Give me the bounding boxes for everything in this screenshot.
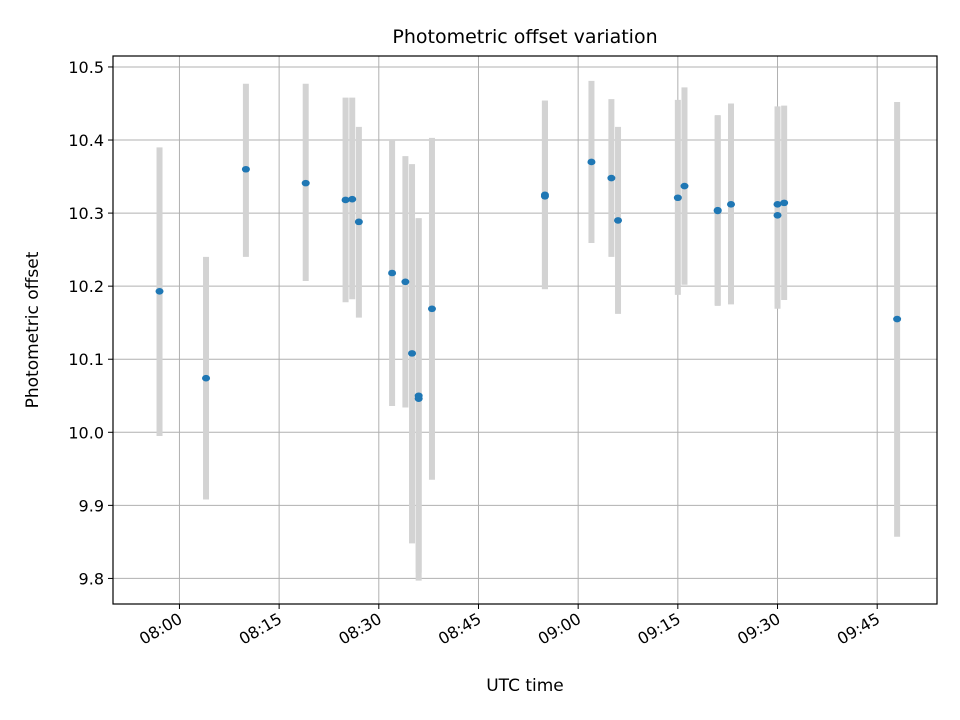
data-point [780,199,789,207]
y-tick-label: 10.0 [68,423,104,442]
data-point [614,217,623,224]
data-point [713,206,722,214]
data-point [587,158,596,166]
y-tick-label: 10.5 [68,58,104,77]
data-point [241,165,250,173]
data-point [414,395,423,402]
data-point [388,269,397,277]
data-point [773,211,782,219]
data-point [427,305,436,313]
data-point [540,192,549,200]
data-point [348,195,357,203]
y-tick-label: 10.4 [68,131,104,150]
y-tick-label: 9.8 [79,569,104,588]
data-point [202,374,211,382]
y-axis-ticks: 9.8 9.9 10.0 10.1 10.2 10.3 10.4 10.5 [68,58,113,588]
data-point [341,196,350,204]
data-points [155,158,902,402]
data-point [773,201,782,208]
data-point [408,350,417,357]
y-tick-label: 10.3 [68,204,104,223]
chart-title: Photometric offset variation [392,26,657,48]
data-point [354,218,363,226]
data-point [607,174,616,182]
y-tick-label: 10.2 [68,277,104,296]
data-point [155,287,164,295]
y-axis-label: Photometric offset [23,251,43,408]
data-point [673,194,682,202]
data-point [301,179,310,187]
data-point [680,182,689,190]
data-point [401,278,410,286]
data-point [893,315,902,323]
x-axis-label: UTC time [486,676,564,696]
y-tick-label: 10.1 [68,350,104,369]
y-tick-label: 9.9 [79,496,104,515]
data-point [727,201,735,208]
plot-frame [112,55,938,605]
